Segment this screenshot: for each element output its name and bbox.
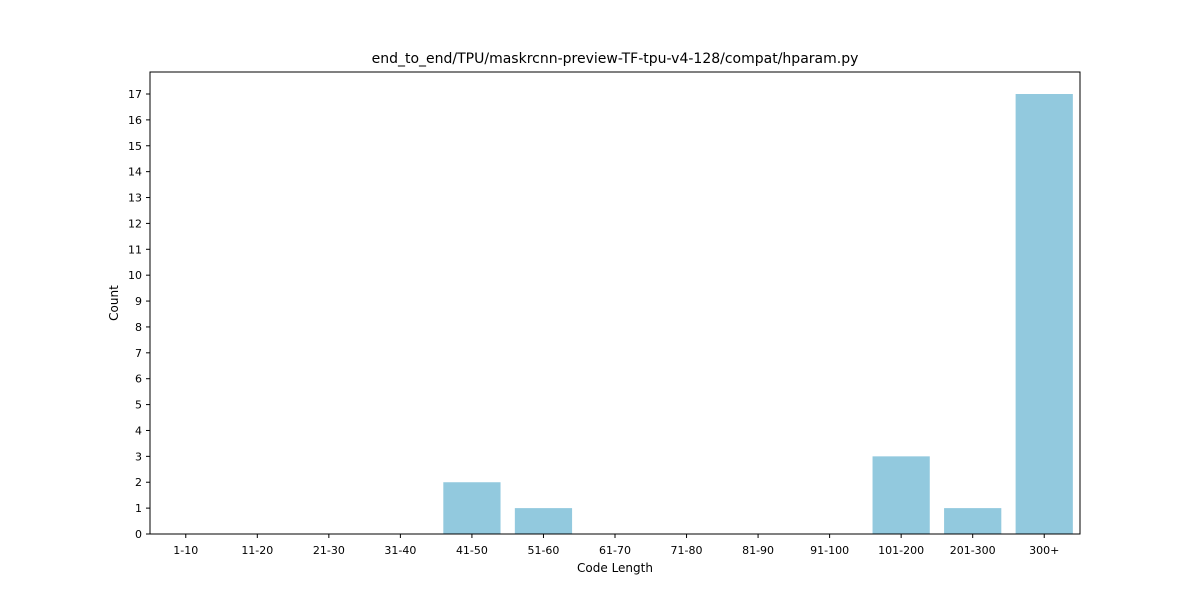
y-tick-label: 13 <box>128 192 142 205</box>
y-tick-label: 10 <box>128 269 142 282</box>
bar-201-300 <box>944 508 1002 534</box>
y-axis-label: Count <box>107 285 121 321</box>
x-tick-label: 11-20 <box>241 544 273 557</box>
y-tick-label: 14 <box>128 166 142 179</box>
x-tick-label: 41-50 <box>456 544 488 557</box>
y-tick-label: 1 <box>135 502 142 515</box>
x-tick-label: 51-60 <box>527 544 559 557</box>
x-tick-label: 1-10 <box>173 544 198 557</box>
x-tick-label: 21-30 <box>313 544 345 557</box>
bar-51-60 <box>514 508 573 534</box>
chart-title: end_to_end/TPU/maskrcnn-preview-TF-tpu-v… <box>372 51 859 67</box>
bar-101-200 <box>872 456 930 534</box>
x-tick-label: 31-40 <box>384 544 416 557</box>
y-tick-label: 9 <box>135 295 142 308</box>
y-tick-label: 16 <box>128 114 142 127</box>
y-tick-label: 2 <box>135 476 142 489</box>
bar-41-50 <box>443 482 501 534</box>
y-tick-label: 11 <box>128 243 142 256</box>
x-tick-label: 91-100 <box>810 544 849 557</box>
y-tick-label: 4 <box>135 424 142 437</box>
x-tick-label: 101-200 <box>878 544 924 557</box>
x-axis-label: Code Length <box>577 561 653 575</box>
bars-group <box>443 94 1073 534</box>
y-tick-label: 15 <box>128 140 142 153</box>
plot-frame <box>149 71 1081 535</box>
x-tick-label: 81-90 <box>742 544 774 557</box>
x-axis: 1-10 11-20 21-30 31-40 41-50 51-60 61-70 71-80 8… <box>173 534 1059 557</box>
x-tick-label: 300+ <box>1029 544 1059 557</box>
y-tick-label: 7 <box>135 347 142 360</box>
bar-300+ <box>1015 94 1073 534</box>
y-tick-label: 8 <box>135 321 142 334</box>
y-tick-label: 5 <box>135 399 142 412</box>
y-tick-label: 0 <box>135 528 142 541</box>
y-tick-label: 6 <box>135 373 142 386</box>
x-tick-label: 71-80 <box>671 544 703 557</box>
x-tick-label: 61-70 <box>599 544 631 557</box>
x-tick-label: 201-300 <box>950 544 996 557</box>
y-tick-label: 3 <box>135 450 142 463</box>
y-tick-label: 17 <box>128 88 142 101</box>
y-tick-label: 12 <box>128 217 142 230</box>
